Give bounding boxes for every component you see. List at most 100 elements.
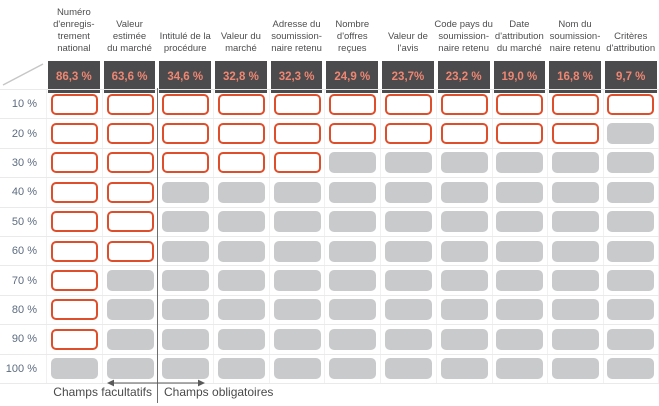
cell-slot xyxy=(435,90,492,119)
matrix-row: 20 % xyxy=(0,118,659,148)
column-header-label: Valeur estimée du marché xyxy=(107,19,152,54)
cell-slot xyxy=(157,207,213,236)
cell-slot xyxy=(101,178,158,207)
empty-cell xyxy=(384,181,432,203)
cell-slot xyxy=(491,325,548,354)
empty-cell xyxy=(217,240,265,262)
cell-slot xyxy=(324,325,380,354)
cell-slot xyxy=(101,236,158,266)
row-label: 30 % xyxy=(11,156,37,169)
cell-slot xyxy=(324,119,380,148)
cell-slot xyxy=(324,207,380,236)
row-label: 10 % xyxy=(11,98,37,111)
filled-cell xyxy=(217,123,265,145)
cell-slot xyxy=(101,295,158,325)
empty-cell xyxy=(273,358,321,380)
column-percentage-cell: 34,6 % xyxy=(159,61,212,93)
empty-cell xyxy=(329,240,377,262)
cell-slot xyxy=(491,236,548,266)
cell-slot xyxy=(324,236,380,266)
matrix-row: 90 % xyxy=(0,324,659,354)
filled-cell xyxy=(50,240,98,262)
filled-cell xyxy=(162,93,210,115)
cell-slot xyxy=(380,266,436,295)
cell-slot xyxy=(380,178,436,207)
empty-cell xyxy=(552,152,600,174)
cell-slot xyxy=(324,354,380,383)
diagonal-line-icon xyxy=(2,63,44,86)
empty-cell xyxy=(440,152,488,174)
cell-slot xyxy=(157,90,213,119)
cell-slot xyxy=(435,236,492,266)
filled-cell xyxy=(50,328,98,350)
cell-slot xyxy=(435,148,492,178)
empty-cell xyxy=(217,328,265,350)
cell-slot xyxy=(157,236,213,266)
column-percentage-cell: 16,8 % xyxy=(549,61,601,93)
column-header: Date d'attribution du marché xyxy=(492,0,548,59)
legend-mandatory-fields: Champs obligatoires xyxy=(164,385,274,399)
row-label: 20 % xyxy=(11,127,37,140)
cell-slot xyxy=(268,354,325,383)
filled-cell xyxy=(106,181,154,203)
empty-cell xyxy=(440,240,488,262)
cell-slot xyxy=(268,236,325,266)
filled-cell xyxy=(384,123,432,145)
filled-cell xyxy=(217,152,265,174)
cell-slot xyxy=(46,354,102,383)
empty-cell xyxy=(329,358,377,380)
cell-slot xyxy=(491,178,548,207)
diagonal-corner-cell xyxy=(0,61,46,93)
row-label: 50 % xyxy=(11,215,37,228)
filled-cell xyxy=(217,93,265,115)
cell-slot xyxy=(268,90,325,119)
empty-cell xyxy=(162,181,210,203)
filled-cell xyxy=(273,152,321,174)
empty-cell xyxy=(273,299,321,321)
cell-slot xyxy=(46,325,102,354)
column-header-label: Critères d'attribution xyxy=(606,31,656,54)
filled-cell xyxy=(329,123,377,145)
empty-cell xyxy=(217,358,265,380)
filled-cell xyxy=(384,93,432,115)
cell-slot xyxy=(213,178,269,207)
empty-cell xyxy=(440,328,488,350)
column-header: Valeur de l'avis xyxy=(380,0,436,59)
corner-spacer xyxy=(0,0,46,59)
filled-cell xyxy=(106,152,154,174)
column-percentage-cell: 24,9 % xyxy=(326,61,379,93)
cell-slot xyxy=(491,207,548,236)
cell-slot xyxy=(435,325,492,354)
filled-cell xyxy=(162,123,210,145)
facultatif-obligatoire-divider xyxy=(157,88,158,403)
filled-cell xyxy=(106,93,154,115)
column-header: Nom du soumission- naire retenu xyxy=(547,0,603,59)
column-header: Valeur du marché xyxy=(213,0,269,59)
cell-slot xyxy=(324,295,380,325)
cell-slot xyxy=(46,119,102,148)
empty-cell xyxy=(552,211,600,233)
empty-cell xyxy=(607,181,655,203)
cell-slot xyxy=(268,266,325,295)
column-header-label: Intitulé de la procédure xyxy=(159,31,211,54)
cell-slot xyxy=(268,119,325,148)
cell-slot xyxy=(547,148,603,178)
empty-cell xyxy=(273,240,321,262)
empty-cell xyxy=(384,211,432,233)
empty-cell xyxy=(607,211,655,233)
filled-cell xyxy=(496,123,544,145)
empty-cell xyxy=(384,270,432,292)
cell-slot xyxy=(101,90,158,119)
cell-slot xyxy=(213,354,269,383)
filled-cell xyxy=(162,152,210,174)
matrix-row: 80 % xyxy=(0,294,659,325)
empty-cell xyxy=(329,328,377,350)
filled-cell xyxy=(440,93,488,115)
empty-cell xyxy=(552,240,600,262)
cell-slot xyxy=(157,325,213,354)
cell-slot xyxy=(491,354,548,383)
empty-cell xyxy=(384,328,432,350)
empty-cell xyxy=(552,328,600,350)
cell-slot xyxy=(157,119,213,148)
